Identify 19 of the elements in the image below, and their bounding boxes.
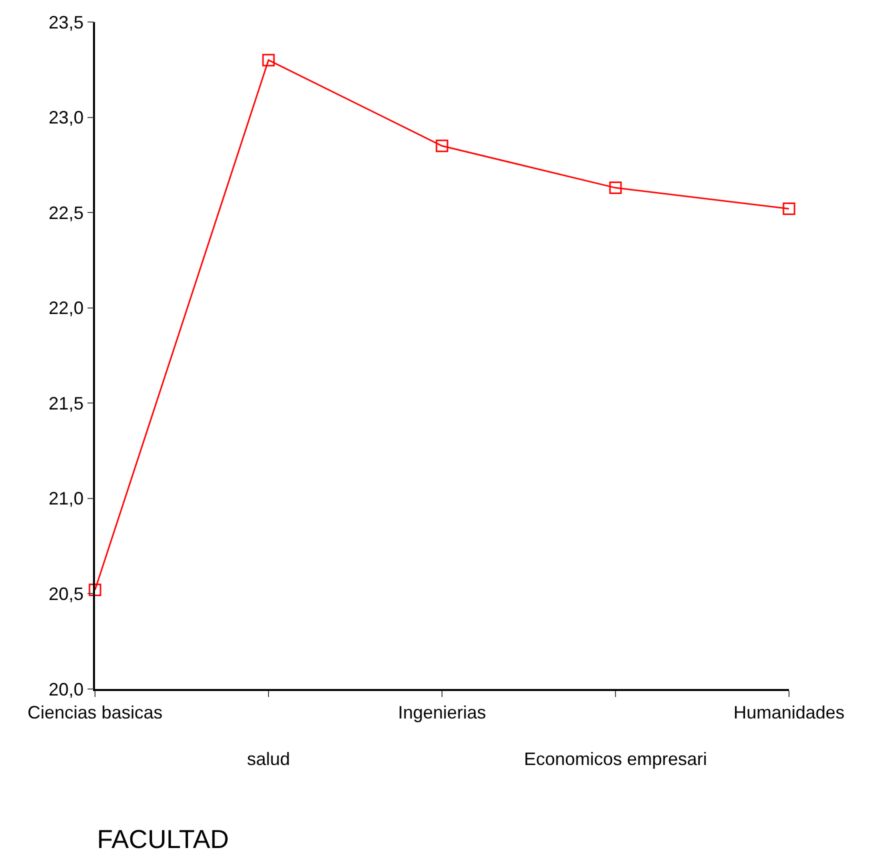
y-tick-label: 20,0	[48, 679, 84, 700]
x-tick-label: Ingenierias	[398, 702, 486, 722]
y-tick-label: 22,0	[48, 298, 84, 318]
x-tick-label: Ciencias basicas	[27, 702, 163, 722]
x-tick-label: Humanidades	[733, 702, 845, 722]
y-tick-label: 23,0	[48, 108, 84, 128]
y-tick-label: 21,5	[48, 393, 84, 414]
point	[262, 54, 275, 66]
x-tick-label: salud	[246, 749, 290, 770]
x-tick-label: Economicos empresari	[524, 749, 708, 770]
y-tick-label: 20,5	[48, 584, 84, 604]
y-tick-label: 23,5	[48, 12, 84, 32]
y-tick-label: 22,5	[48, 202, 84, 223]
point	[436, 140, 448, 152]
point	[782, 202, 796, 216]
y-tick-label: 21,0	[48, 488, 84, 509]
point	[609, 182, 622, 194]
point	[88, 584, 102, 596]
x-axis-title: FACULTAD	[97, 824, 229, 854]
